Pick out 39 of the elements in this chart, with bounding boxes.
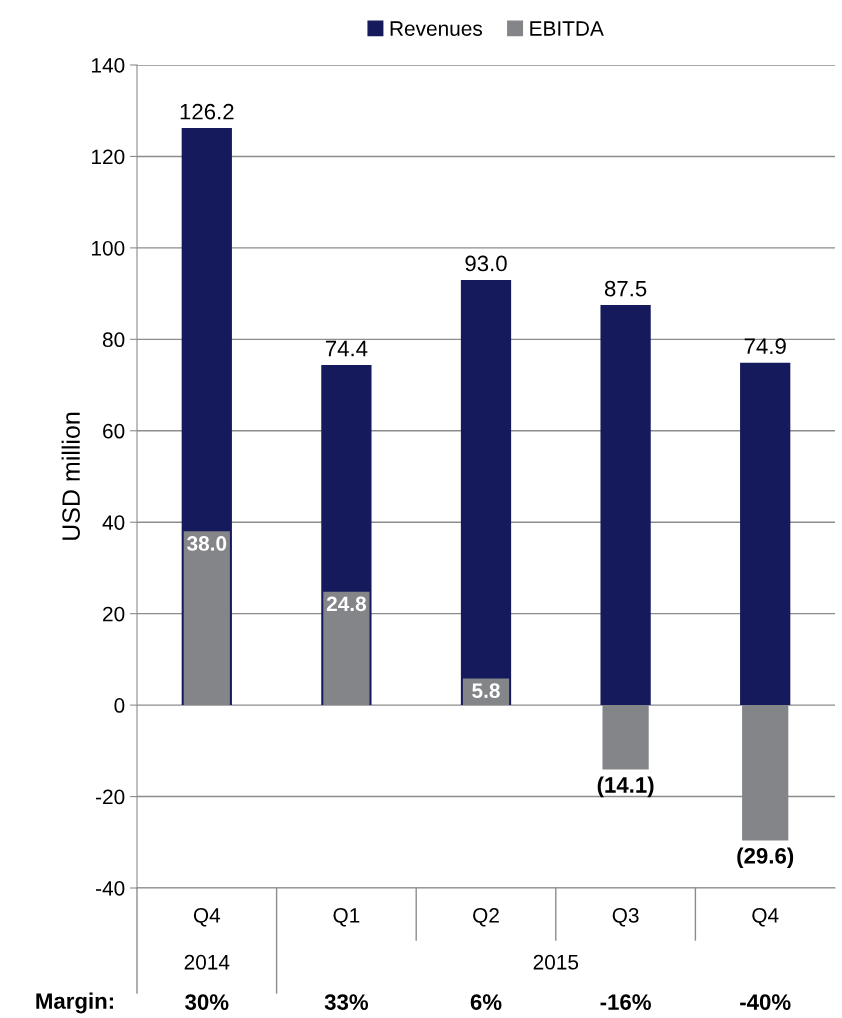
data-label: (29.6) [737, 847, 794, 869]
y-tick-label: -40 [96, 881, 125, 896]
y-tick-label: 60 [103, 423, 125, 439]
data-label: 38.0 [187, 536, 227, 551]
legend-label: Revenues [390, 21, 483, 36]
text: -40% [740, 994, 791, 1010]
bar [600, 305, 651, 706]
y-tick-label: -20 [96, 789, 125, 805]
data-label: (14.1) [597, 776, 654, 798]
text: 2015 [533, 954, 579, 970]
y-tick-label: 40 [102, 515, 125, 530]
data-label: 74.9 [744, 338, 786, 355]
text: 30% [185, 994, 229, 1010]
legend-label: EBITDA [530, 21, 604, 36]
x-tick-label: Q4 [752, 907, 779, 927]
y-tick-label: 80 [102, 332, 125, 348]
y-tick-label: 0 [114, 698, 125, 713]
y-tick-label: 20 [103, 606, 125, 622]
x-tick-label: Q1 [333, 907, 360, 927]
y-tick-label: 100 [92, 240, 125, 256]
text: -16% [600, 994, 651, 1010]
text: Margin: [36, 992, 113, 1014]
y-tick-label: 140 [92, 58, 125, 73]
data-label: 87.5 [604, 280, 647, 297]
text: 2014 [184, 954, 230, 970]
x-tick-label: Q2 [473, 907, 499, 927]
x-tick-label: Q4 [193, 907, 221, 927]
text: 33% [324, 994, 369, 1010]
y-tick-label: 120 [92, 149, 125, 165]
bar [460, 279, 512, 706]
data-label: 5.8 [472, 683, 500, 699]
data-label: 24.8 [326, 596, 367, 612]
x-tick-label: Q3 [612, 907, 639, 927]
data-label: 74.4 [325, 340, 368, 357]
text: 6% [470, 994, 502, 1010]
data-label: 93.0 [465, 255, 507, 272]
data-label: 126.2 [180, 103, 234, 120]
y-axis-title: USD million [61, 412, 80, 540]
bar [740, 362, 791, 706]
